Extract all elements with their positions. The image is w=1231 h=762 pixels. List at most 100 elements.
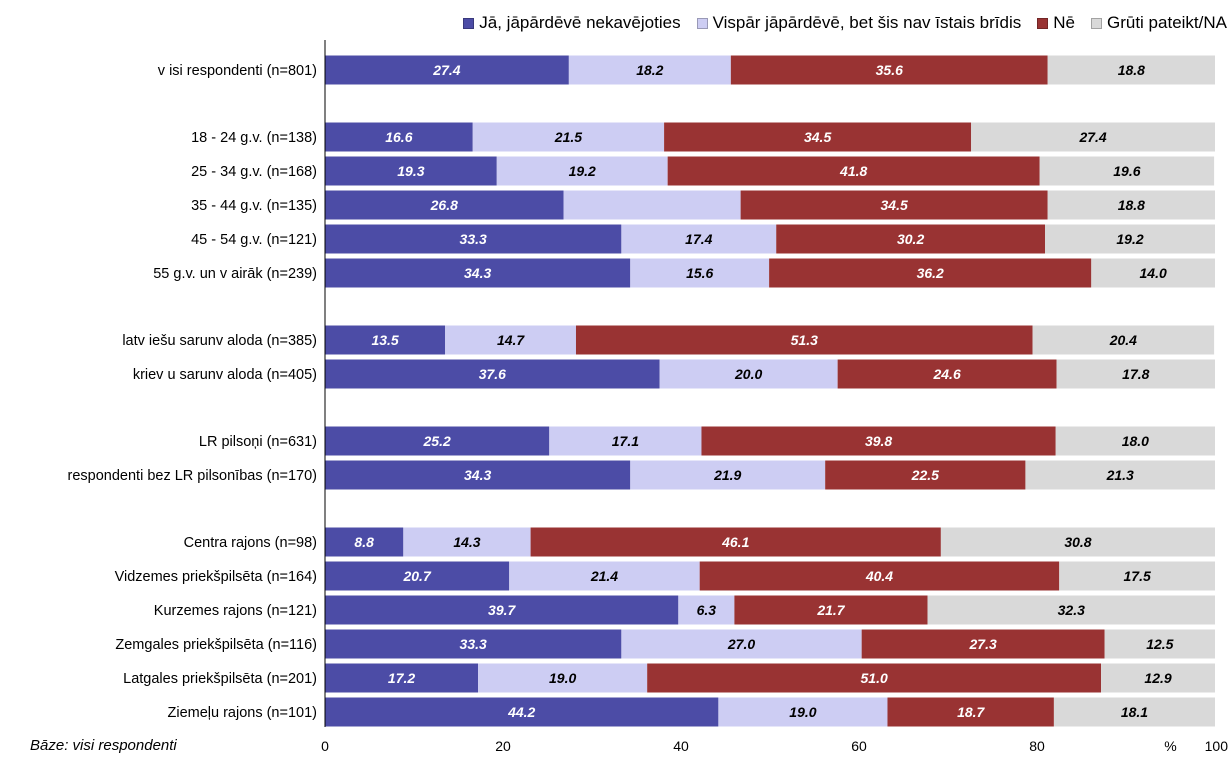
x-unit-label: %	[1164, 738, 1176, 754]
category-label: LR pilsoņi (n=631)	[199, 434, 317, 450]
data-label: 30.8	[1064, 534, 1091, 550]
bar-segment	[325, 325, 446, 355]
data-label: 19.6	[1113, 163, 1140, 179]
data-label: 27.4	[432, 62, 460, 78]
bar-segment	[1047, 55, 1215, 85]
data-label: 51.3	[791, 332, 818, 348]
data-label: 6.3	[697, 602, 717, 618]
legend-swatch-no	[1037, 17, 1049, 29]
data-label: 27.0	[727, 636, 755, 652]
bar-segment	[1039, 156, 1215, 186]
bar-segment	[325, 561, 510, 591]
bar-segment	[718, 697, 888, 727]
data-label: 34.3	[464, 467, 491, 483]
x-tick-label: 40	[673, 738, 689, 754]
legend-label-yes-not-now: Vispār jāpārdēvē, bet šis nav īstais brī…	[712, 13, 1022, 32]
data-label: 34.5	[804, 129, 831, 145]
bar-segment	[659, 359, 838, 389]
bar-segment	[445, 325, 576, 355]
bar-segment	[734, 595, 928, 625]
bar-segment	[927, 595, 1215, 625]
bar-segment	[621, 224, 777, 254]
bar-segment	[496, 156, 668, 186]
data-label: 17.2	[388, 670, 415, 686]
data-label: 18.8	[1118, 197, 1145, 213]
x-tick-label: 100	[1205, 738, 1229, 754]
bar-segment	[1055, 426, 1215, 456]
category-label: respondenti bez LR pilsonības (n=170)	[68, 468, 317, 484]
bar-segment	[630, 258, 770, 288]
data-label: 21.3	[1106, 467, 1134, 483]
bar-segment	[630, 460, 826, 490]
bar-segment	[1059, 561, 1215, 591]
data-label: 18.7	[957, 704, 985, 720]
bar-segment	[325, 156, 497, 186]
bar-segment	[1032, 325, 1215, 355]
data-label: 15.6	[686, 265, 713, 281]
category-label: v isi respondenti (n=801)	[158, 63, 317, 79]
data-label: 26.8	[430, 197, 458, 213]
data-label: 20.4	[1109, 332, 1137, 348]
bar-segment	[549, 426, 702, 456]
x-tick-label: 60	[851, 738, 867, 754]
category-label: 18 - 24 g.v. (n=138)	[191, 130, 317, 146]
bar-segment	[325, 697, 719, 727]
x-tick-label: 20	[495, 738, 511, 754]
data-label: 16.6	[385, 129, 412, 145]
legend-item-no: Nē	[1037, 13, 1075, 33]
bar-segment	[1104, 629, 1215, 659]
category-label: Ziemeļu rajons (n=101)	[167, 705, 317, 721]
x-tick-label: 0	[321, 738, 329, 754]
data-label: 19.2	[569, 163, 596, 179]
data-label: 18.8	[1118, 62, 1145, 78]
data-label: 22.5	[911, 467, 939, 483]
data-label: 17.5	[1124, 568, 1151, 584]
data-label: 18.2	[636, 62, 663, 78]
category-label: 25 - 34 g.v. (n=168)	[191, 164, 317, 180]
legend: Jā, jāpārdēvē nekavējoties Vispār jāpārd…	[272, 10, 1227, 36]
data-label: 41.8	[839, 163, 867, 179]
data-label: 19.0	[549, 670, 576, 686]
data-label: 27.3	[969, 636, 997, 652]
category-label: 55 g.v. un v airāk (n=239)	[153, 266, 317, 282]
legend-label-yes-immediately: Jā, jāpārdēvē nekavējoties	[479, 13, 681, 32]
category-label: 35 - 44 g.v. (n=135)	[191, 198, 317, 214]
data-label: 33.3	[460, 636, 487, 652]
bar-segment	[325, 663, 479, 693]
bar-segment	[325, 122, 473, 152]
data-label: 12.9	[1144, 670, 1171, 686]
bar-segment	[325, 460, 631, 490]
data-label: 19.2	[1116, 231, 1143, 247]
data-label: 36.2	[917, 265, 944, 281]
data-label: 51.0	[861, 670, 888, 686]
data-label: 17.1	[612, 433, 639, 449]
data-label: 12.5	[1146, 636, 1173, 652]
bar-segment	[667, 156, 1040, 186]
legend-label-hard-to-say: Grūti pateikt/NA	[1107, 13, 1227, 32]
data-label: 34.3	[464, 265, 491, 281]
bar-segment	[1091, 258, 1215, 288]
bar-segment	[478, 663, 648, 693]
bar-segment	[575, 325, 1033, 355]
bar-segment	[325, 527, 404, 557]
data-label: 39.8	[865, 433, 892, 449]
x-tick-label: 80	[1029, 738, 1045, 754]
data-label: 20.7	[402, 568, 431, 584]
data-label: 32.3	[1058, 602, 1085, 618]
category-label: latv iešu sarunv aloda (n=385)	[122, 333, 317, 349]
bar-segment	[325, 190, 564, 220]
bar-segment	[1025, 460, 1215, 490]
bar-segment	[325, 595, 679, 625]
bar-segment	[940, 527, 1215, 557]
bar-segment	[837, 359, 1057, 389]
legend-item-yes-immediately: Jā, jāpārdēvē nekavējoties	[463, 13, 681, 33]
data-label: 14.7	[497, 332, 525, 348]
category-label: Kurzemes rajons (n=121)	[154, 603, 317, 619]
bar-segment	[325, 629, 622, 659]
legend-swatch-hard-to-say	[1091, 17, 1102, 29]
bar-segment	[621, 629, 862, 659]
data-label: 20.0	[734, 366, 762, 382]
data-label: 14.3	[453, 534, 480, 550]
data-label: 39.7	[488, 602, 516, 618]
bar-segment	[325, 359, 660, 389]
